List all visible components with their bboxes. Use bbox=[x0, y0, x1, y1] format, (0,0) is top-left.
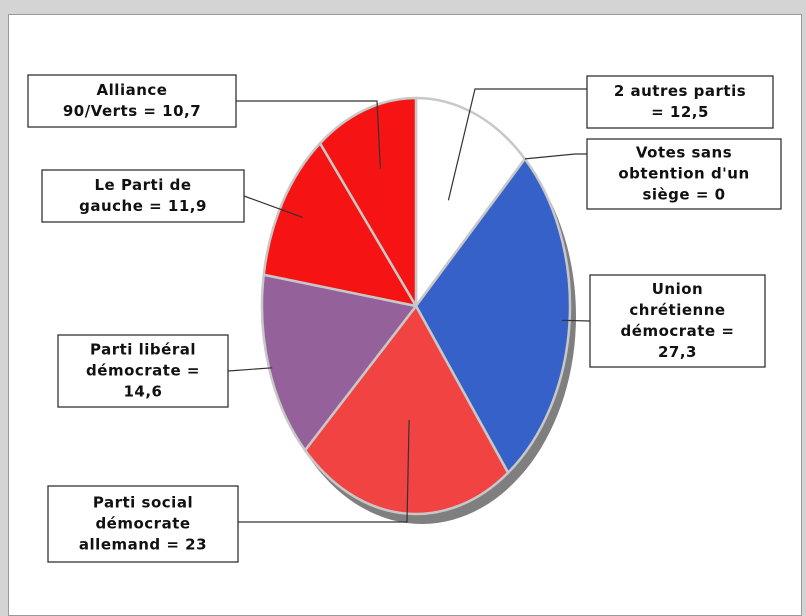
label-box-autres bbox=[586, 75, 774, 129]
leader-line-linke bbox=[243, 195, 303, 218]
label-text-cdu-1: chrétienne bbox=[629, 301, 725, 319]
label-text-gruene-0: Alliance bbox=[97, 81, 168, 99]
label-text-linke-1: gauche = 11,9 bbox=[79, 197, 207, 215]
label-text-gruene-1: 90/Verts = 10,7 bbox=[63, 102, 201, 120]
label-text-votes-sans-0: Votes sans bbox=[636, 144, 732, 162]
leader-line-votes-sans bbox=[524, 153, 587, 160]
label-text-linke-0: Le Parti de bbox=[94, 176, 191, 194]
label-text-spd-0: Parti social bbox=[93, 494, 193, 512]
label-text-autres-0: 2 autres partis bbox=[614, 82, 746, 100]
label-text-cdu-0: Union bbox=[652, 280, 703, 298]
pie-slice-fdp bbox=[260, 273, 418, 452]
leader-line-spd bbox=[238, 419, 410, 523]
label-box-cdu bbox=[589, 274, 766, 368]
label-linke: Le Parti de gauche = 11,9 bbox=[41, 169, 303, 223]
pie-slice-linke bbox=[262, 142, 418, 308]
label-text-cdu-2: démocrate = bbox=[621, 322, 735, 340]
leader-line-cdu bbox=[561, 319, 591, 322]
label-cdu: Union chrétienne démocrate = 27,3 bbox=[561, 274, 766, 368]
label-text-fdp-1: démocrate = bbox=[86, 362, 200, 380]
label-gruene: Alliance 90/Verts = 10,7 bbox=[27, 74, 381, 169]
pie-slice-gruene bbox=[318, 96, 418, 308]
label-votes-sans: Votes sans obtention d'un siège = 0 bbox=[524, 138, 782, 210]
pie-slice-autres bbox=[414, 96, 527, 308]
pie-slice-spd bbox=[303, 304, 510, 516]
leader-line-autres bbox=[447, 88, 587, 201]
label-text-votes-sans-2: siège = 0 bbox=[642, 186, 725, 204]
label-autres: 2 autres partis = 12,5 bbox=[447, 75, 774, 201]
chart-frame: 2 autres partis = 12,5 Votes sans obtention… bbox=[8, 14, 802, 616]
label-box-votes-sans bbox=[586, 138, 782, 210]
label-text-fdp-2: 14,6 bbox=[123, 383, 162, 401]
label-box-gruene bbox=[27, 74, 237, 128]
pie-chart: 2 autres partis = 12,5 Votes sans obtention… bbox=[27, 74, 782, 563]
leader-line-fdp bbox=[227, 367, 273, 372]
leader-line-gruene bbox=[236, 100, 381, 169]
label-text-fdp-0: Parti libéral bbox=[90, 341, 196, 359]
label-box-fdp bbox=[57, 334, 229, 408]
label-text-spd-1: démocrate bbox=[95, 515, 190, 533]
label-text-votes-sans-1: obtention d'un bbox=[618, 165, 749, 183]
label-box-spd bbox=[47, 485, 239, 563]
label-box-linke bbox=[41, 169, 245, 223]
label-text-cdu-3: 27,3 bbox=[658, 343, 697, 361]
label-fdp: Parti libéral démocrate = 14,6 bbox=[57, 334, 273, 408]
label-spd: Parti social démocrate allemand = 23 bbox=[47, 419, 410, 563]
label-text-autres-1: = 12,5 bbox=[651, 103, 709, 121]
label-text-spd-2: allemand = 23 bbox=[79, 536, 207, 554]
